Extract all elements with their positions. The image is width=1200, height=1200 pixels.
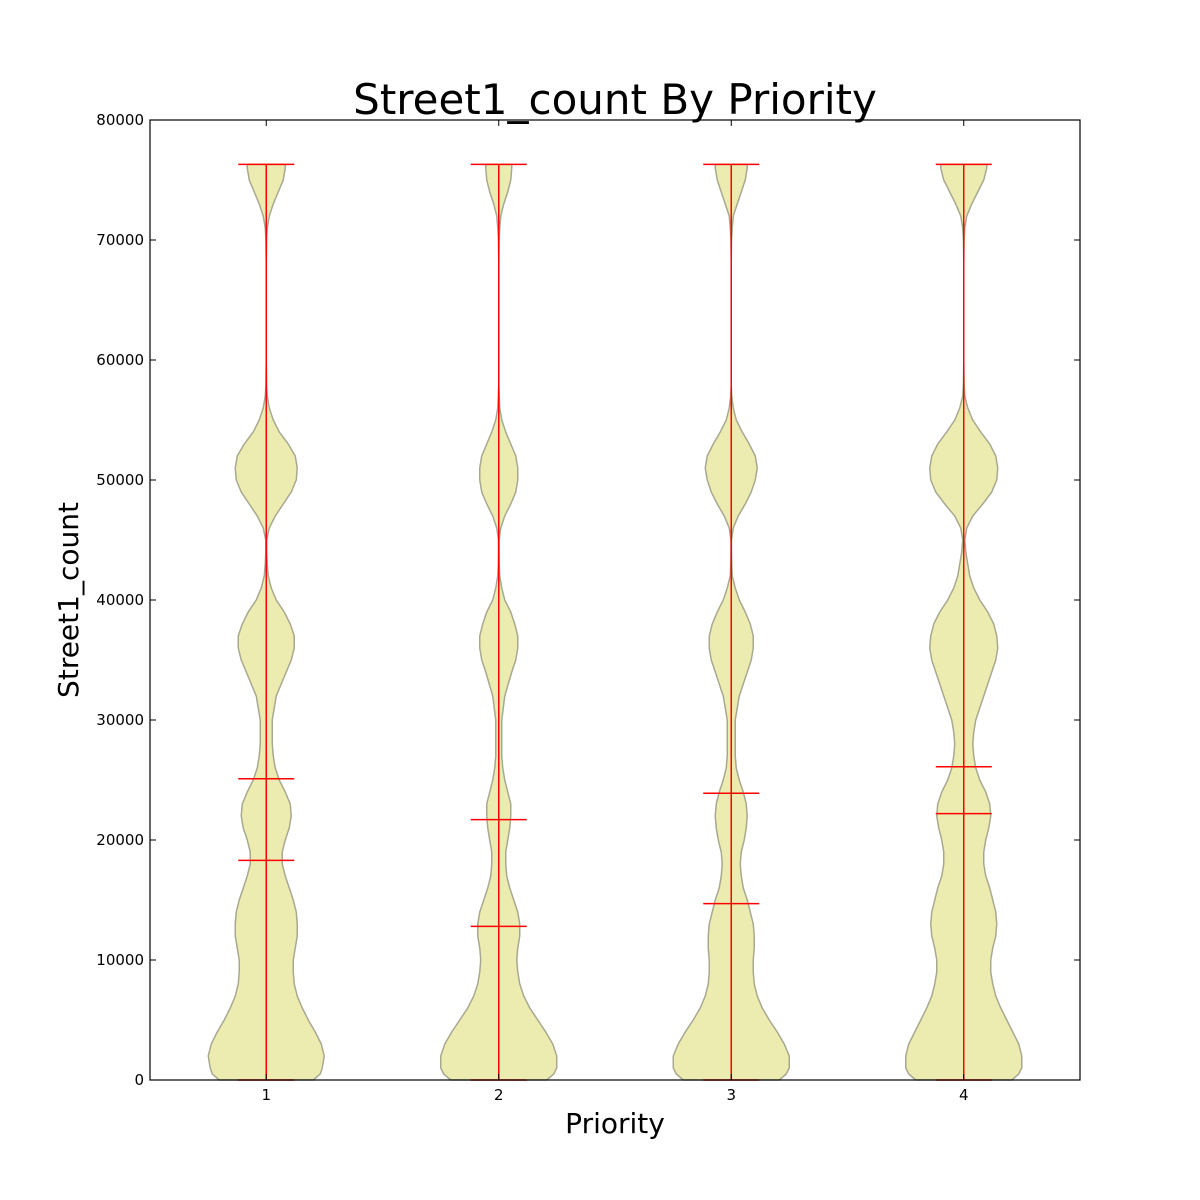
x-tick-label: 3 — [726, 1086, 736, 1104]
y-tick-label: 10000 — [96, 951, 144, 969]
y-tick-label: 0 — [134, 1071, 144, 1089]
y-tick-label: 70000 — [96, 231, 144, 249]
y-axis: 0 10000 20000 30000 40000 50000 60000 70000 8000… — [96, 111, 1080, 1089]
x-axis: 1 2 3 4 — [261, 120, 969, 1104]
x-tick-label: 1 — [261, 1086, 271, 1104]
y-axis-label: Street1_count — [52, 502, 85, 698]
x-tick-label: 2 — [494, 1086, 504, 1104]
y-tick-label: 40000 — [96, 591, 144, 609]
chart-title: Street1_count By Priority — [353, 75, 877, 124]
y-tick-label: 60000 — [96, 351, 144, 369]
y-tick-label: 30000 — [96, 711, 144, 729]
y-tick-label: 50000 — [96, 471, 144, 489]
stats-group — [238, 163, 992, 1081]
violins-group — [207, 163, 1023, 1081]
y-tick-label: 20000 — [96, 831, 144, 849]
y-tick-label: 80000 — [96, 111, 144, 129]
x-tick-label: 4 — [959, 1086, 969, 1104]
x-axis-label: Priority — [565, 1107, 665, 1140]
